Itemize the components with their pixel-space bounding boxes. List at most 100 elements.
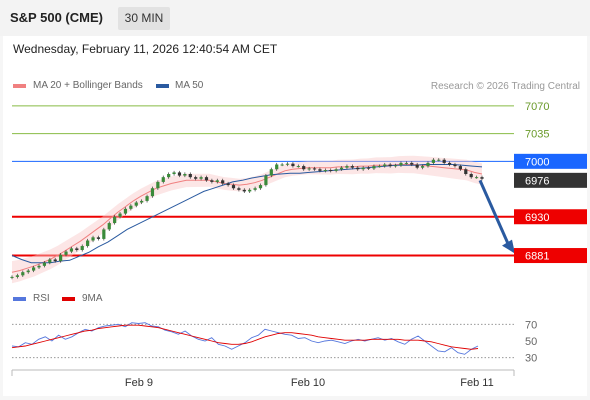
- timestamp: Wednesday, February 11, 2026 12:40:54 AM…: [13, 42, 278, 56]
- rsi-tick-50: 50: [525, 336, 537, 348]
- candle-body: [415, 164, 419, 168]
- candle-body: [426, 162, 430, 167]
- candle-body: [442, 159, 446, 163]
- candle-body: [32, 267, 36, 271]
- candle-body: [64, 251, 68, 255]
- level-tag-6881: [514, 248, 587, 264]
- forecast-arrow: [478, 179, 510, 245]
- legend-swatch-ma20: [13, 84, 26, 88]
- x-tick-feb-11: Feb 11: [460, 377, 493, 389]
- level-tag-6976: [514, 172, 587, 188]
- ma50-line: [11, 164, 483, 264]
- candle-body: [388, 164, 392, 167]
- rsi-tick-30: 30: [525, 353, 537, 365]
- timeframe-badge[interactable]: 30 MIN: [118, 7, 170, 30]
- candle-body: [145, 196, 149, 201]
- candle-body: [258, 185, 263, 189]
- candle-body: [107, 223, 111, 230]
- candle-body: [410, 162, 414, 165]
- candle-body: [231, 185, 236, 189]
- candle-body: [69, 248, 74, 252]
- candle-body: [399, 162, 403, 166]
- candle-body: [329, 170, 333, 172]
- candle-body: [404, 162, 408, 164]
- candle-body: [123, 208, 128, 214]
- candle-body: [156, 181, 160, 189]
- candle-body: [113, 216, 117, 224]
- candle-body: [447, 162, 452, 165]
- candle-body: [37, 265, 41, 268]
- rsi-ma-line: [11, 324, 479, 350]
- level-label-7000: 7000: [525, 156, 549, 168]
- level-tag-6930: [514, 209, 587, 225]
- candle-body: [323, 170, 327, 172]
- candle-body: [215, 180, 219, 182]
- candle-body: [226, 183, 230, 186]
- level-tag-7000: [514, 153, 587, 169]
- candle-body: [339, 167, 344, 170]
- x-tick-feb-10: Feb 10: [291, 377, 325, 389]
- candle-body: [372, 166, 376, 169]
- candle-body: [453, 164, 457, 167]
- candle-body: [280, 164, 284, 166]
- level-label-7070: 7070: [525, 101, 549, 113]
- candle-body: [140, 200, 144, 203]
- legend-label-9ma: 9MA: [82, 293, 103, 304]
- level-label-6930: 6930: [525, 212, 549, 224]
- candle-body: [248, 189, 252, 192]
- candle-body: [48, 259, 52, 263]
- legend-label-rsi: RSI: [33, 293, 50, 304]
- candle-body: [264, 175, 268, 186]
- candle-body: [318, 169, 322, 171]
- candle-body: [420, 166, 425, 168]
- candle-body: [194, 177, 198, 179]
- candle-body: [474, 177, 479, 179]
- candle-body: [431, 159, 435, 163]
- candle-body: [53, 259, 57, 262]
- candle-body: [221, 180, 225, 184]
- candle-body: [469, 174, 473, 178]
- candle-body: [204, 177, 209, 181]
- legend-label-ma20: MA 20 + Bollinger Bands: [33, 80, 143, 91]
- candle-body: [42, 262, 47, 266]
- level-label-7035: 7035: [525, 129, 549, 141]
- candle-body: [15, 275, 20, 277]
- candle-body: [291, 163, 295, 167]
- candle-body: [150, 188, 155, 197]
- candle-body: [96, 237, 101, 239]
- candle-body: [458, 166, 462, 170]
- candle-body: [75, 248, 79, 250]
- candle-body: [350, 166, 354, 168]
- candle-body: [80, 246, 84, 250]
- candle-body: [345, 166, 349, 168]
- legend-swatch-9ma: [62, 297, 75, 301]
- candle-body: [188, 174, 192, 178]
- candle-body: [307, 168, 311, 170]
- candle-body: [437, 159, 441, 161]
- rsi-tick-70: 70: [525, 319, 537, 331]
- chart-header: S&P 500 (CME) 30 MIN: [0, 0, 590, 36]
- candle-body: [118, 213, 122, 217]
- candle-body: [275, 164, 279, 170]
- candle-body: [393, 165, 398, 167]
- bollinger-band: [12, 155, 482, 284]
- candle-body: [361, 167, 365, 170]
- level-label-6881: 6881: [525, 251, 549, 263]
- candle-body: [356, 167, 360, 170]
- legend-swatch-rsi: [13, 297, 26, 301]
- candle-body: [199, 177, 203, 179]
- candle-body: [21, 272, 25, 276]
- x-tick-feb-9: Feb 9: [125, 377, 153, 389]
- candle-body: [366, 167, 371, 169]
- candle-body: [86, 240, 90, 247]
- candle-body: [26, 270, 30, 273]
- level-label-6976: 6976: [525, 175, 549, 187]
- legend-label-ma50: MA 50: [175, 80, 204, 91]
- candle-body: [183, 174, 187, 176]
- candle-body: [129, 205, 133, 209]
- candle-body: [253, 188, 257, 190]
- candle-body: [312, 168, 317, 170]
- copyright-text: Research © 2026 Trading Central: [430, 81, 580, 92]
- candle-body: [237, 188, 241, 190]
